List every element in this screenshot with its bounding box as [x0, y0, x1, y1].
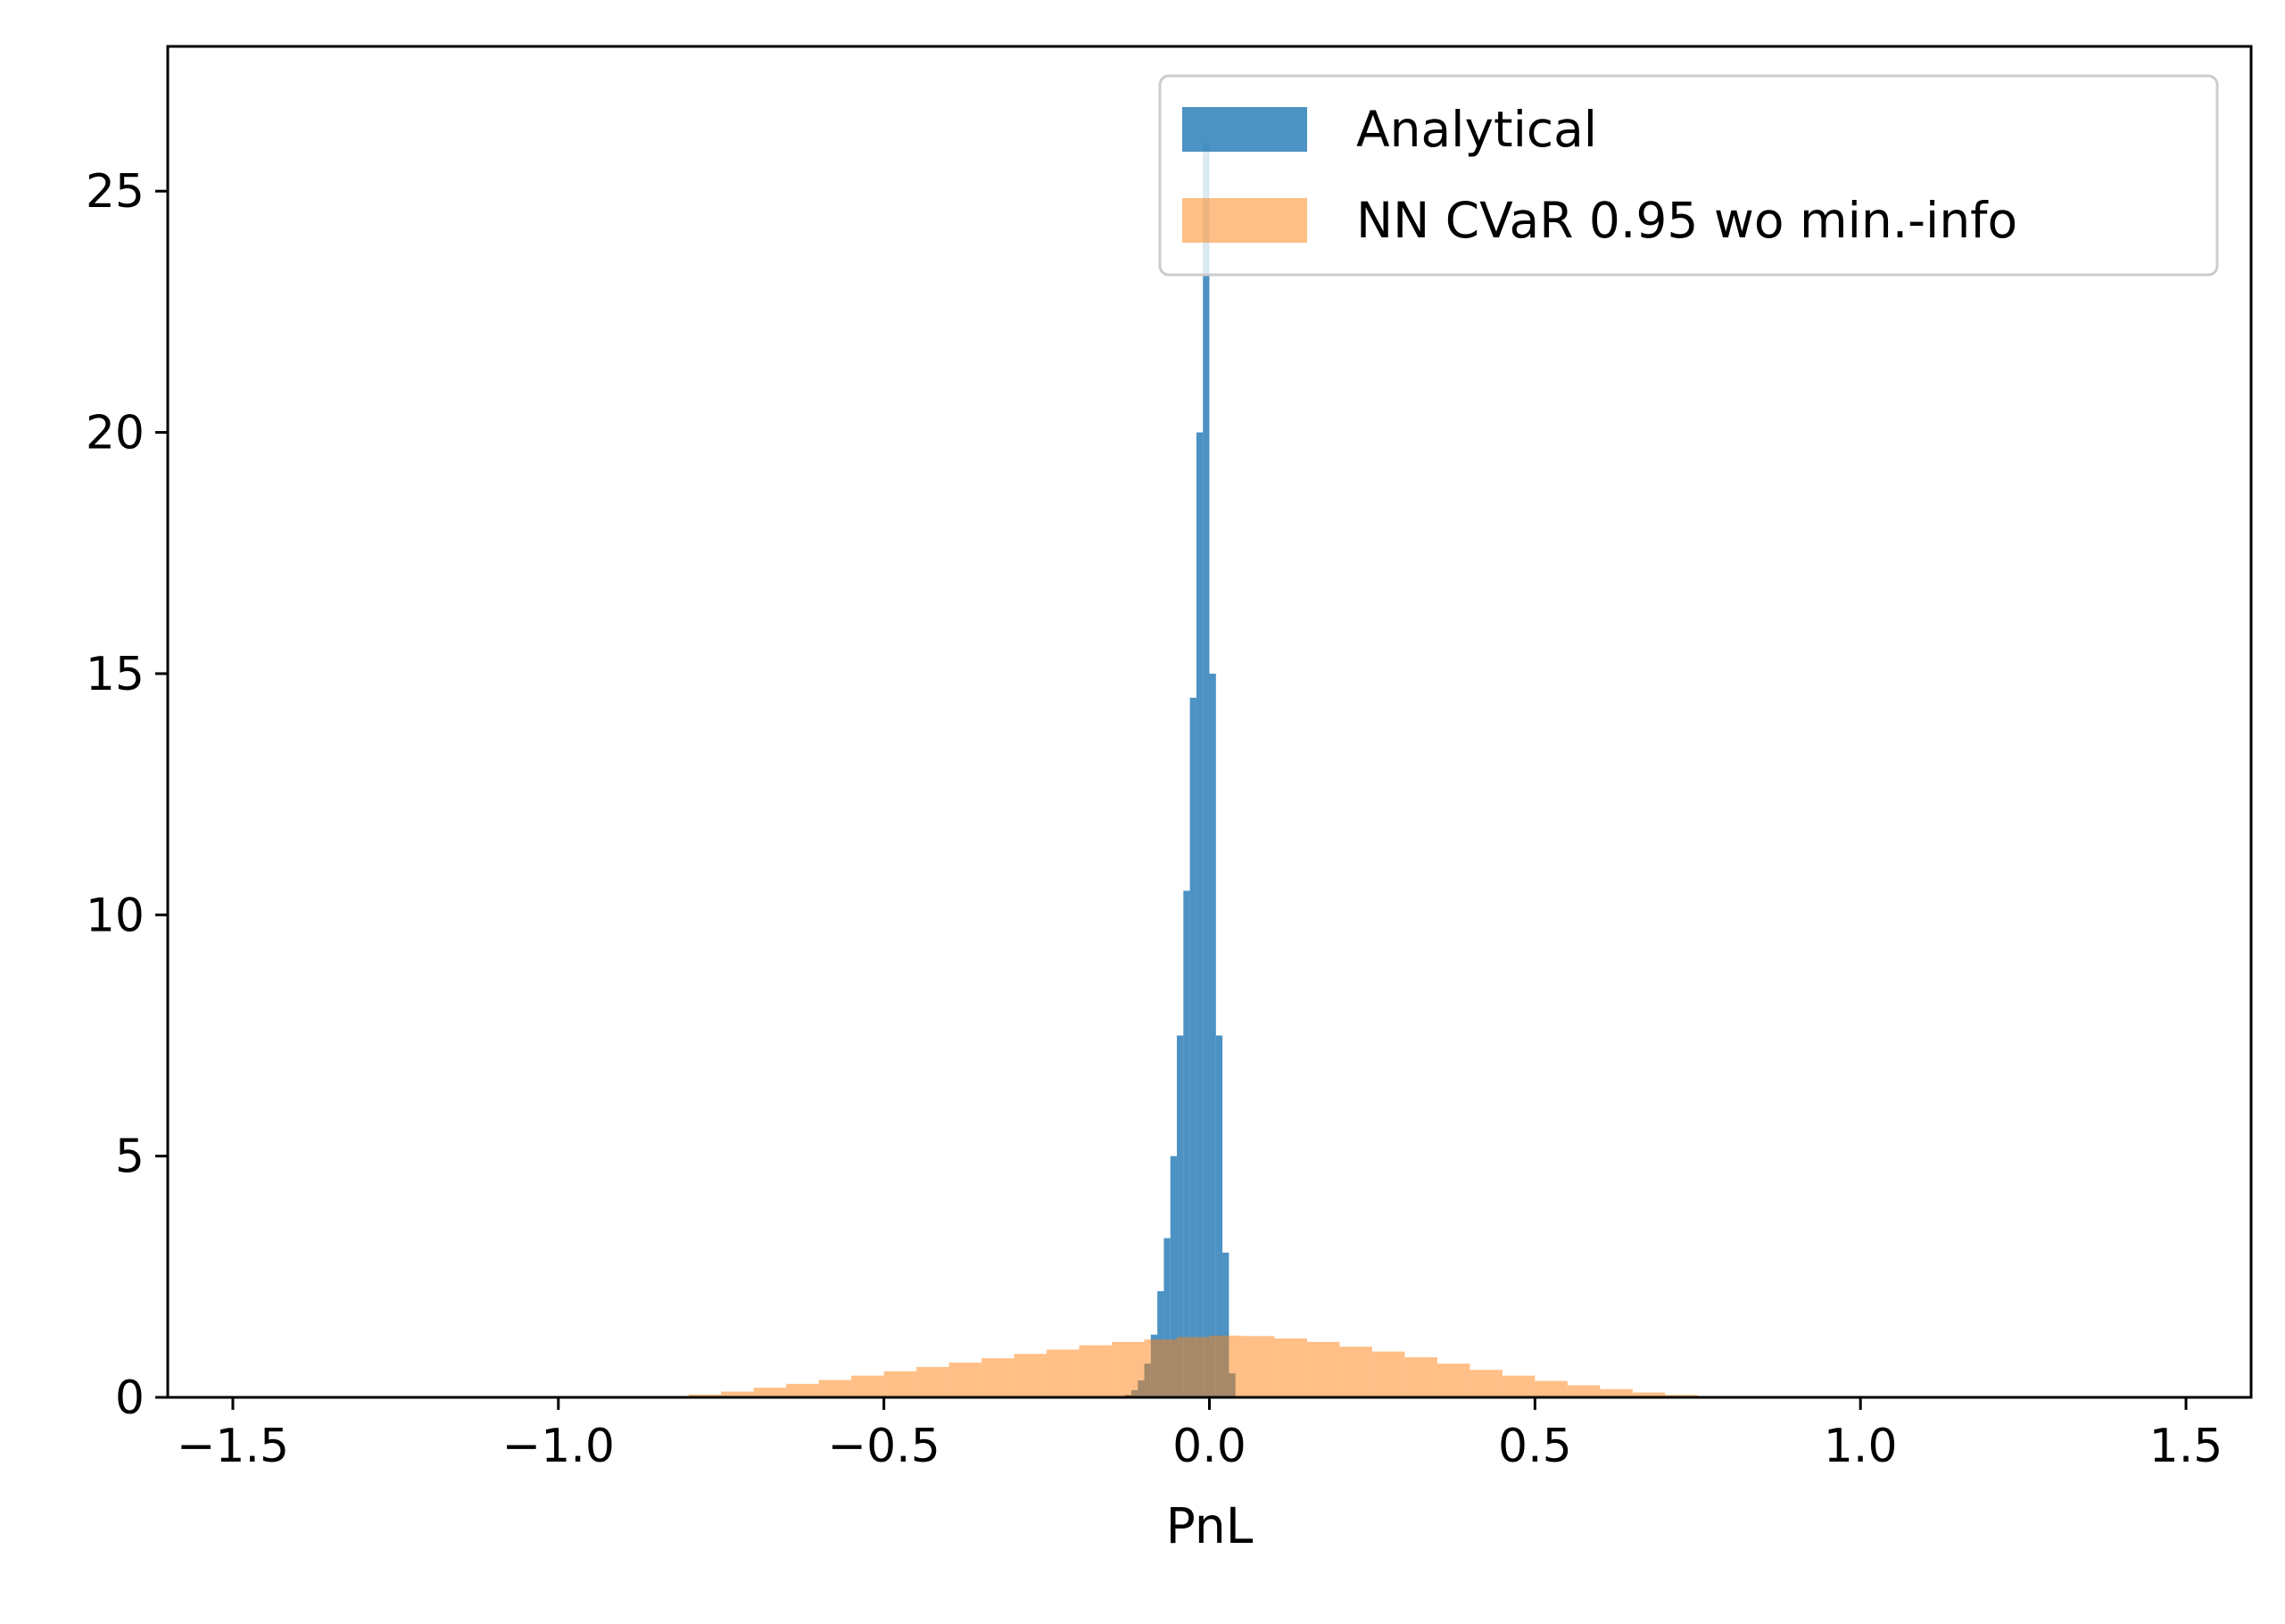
histogram-bar [1177, 1035, 1184, 1397]
histogram-bar [1112, 1341, 1145, 1397]
histogram-bar [1215, 1035, 1223, 1397]
histogram-bar [1470, 1370, 1503, 1397]
y-tick-label: 10 [86, 889, 145, 942]
legend-label: NN CVaR 0.95 wo min.-info [1356, 192, 2017, 249]
histogram-bar [753, 1388, 787, 1397]
x-tick-label: 1.0 [1824, 1420, 1898, 1473]
histogram-bar [688, 1394, 722, 1397]
histogram-bar [1502, 1375, 1536, 1397]
histogram-bar [1196, 432, 1204, 1398]
histogram-bar [1163, 1238, 1171, 1397]
x-tick-label: 0.0 [1172, 1420, 1246, 1473]
histogram-bar [851, 1375, 884, 1397]
histogram-bar [1339, 1346, 1372, 1397]
x-tick-label: −1.5 [177, 1420, 289, 1473]
histogram-bar [1189, 697, 1196, 1397]
histogram-bar [1209, 1335, 1242, 1397]
histogram-bar [1436, 1363, 1470, 1397]
histogram-bar [1306, 1341, 1340, 1397]
histogram-bar [1203, 143, 1210, 1398]
y-tick-label: 0 [115, 1371, 145, 1425]
plot-area: −1.5 −1.0 −0.5 0.0 0.5 1.0 1.5 0 5 10 15 20 25 Analy… [86, 45, 2253, 1473]
histogram-bar [1209, 673, 1216, 1397]
legend: Analytical NN CVaR 0.95 wo min.-info [1158, 74, 2219, 277]
legend-box [1158, 74, 2219, 277]
histogram-bar [1183, 891, 1190, 1397]
x-tick-label: −0.5 [828, 1420, 940, 1473]
histogram-bar [1600, 1388, 1633, 1397]
y-tick-label: 20 [86, 407, 145, 460]
histogram-bar [1535, 1380, 1568, 1397]
histogram-bar [1014, 1354, 1047, 1397]
histogram-bar [1144, 1339, 1178, 1397]
y-tick-label: 5 [115, 1131, 145, 1184]
histogram-bar [916, 1366, 949, 1397]
axes-layer: −1.5 −1.0 −0.5 0.0 0.5 1.0 1.5 0 5 10 15 20 25 [86, 45, 2253, 1473]
y-tick-label: 15 [86, 648, 145, 701]
x-tick-label: 1.5 [2149, 1420, 2223, 1473]
histogram-bar [721, 1391, 754, 1397]
histogram-bar [1079, 1345, 1113, 1397]
series-nn-cvar-bars [656, 1335, 1763, 1397]
histogram-bar [1047, 1349, 1080, 1397]
bars-layer [656, 143, 1763, 1398]
histogram-bar [1404, 1357, 1437, 1397]
histogram-bar [1274, 1338, 1307, 1397]
histogram-bar [1177, 1337, 1210, 1397]
histogram-bar [1632, 1392, 1666, 1397]
histogram-bar [786, 1383, 819, 1397]
histogram-bar [948, 1363, 982, 1397]
histogram-bar [1567, 1385, 1601, 1397]
x-tick-label: 0.5 [1498, 1420, 1572, 1473]
legend-swatch [1182, 198, 1307, 243]
legend-swatch [1182, 107, 1307, 152]
legend-label: Analytical [1356, 101, 1597, 158]
x-axis-label: PnL [1166, 1497, 1254, 1554]
histogram-bar [1222, 1252, 1229, 1397]
histogram-bar [981, 1358, 1014, 1397]
histogram-bar [1371, 1351, 1405, 1397]
histogram-bar [1241, 1336, 1275, 1397]
histogram-bar [883, 1371, 917, 1397]
y-tick-label: 25 [86, 165, 145, 219]
histogram-bar [818, 1380, 852, 1397]
x-tick-label: −1.0 [502, 1420, 615, 1473]
histogram-bar [1170, 1156, 1178, 1397]
